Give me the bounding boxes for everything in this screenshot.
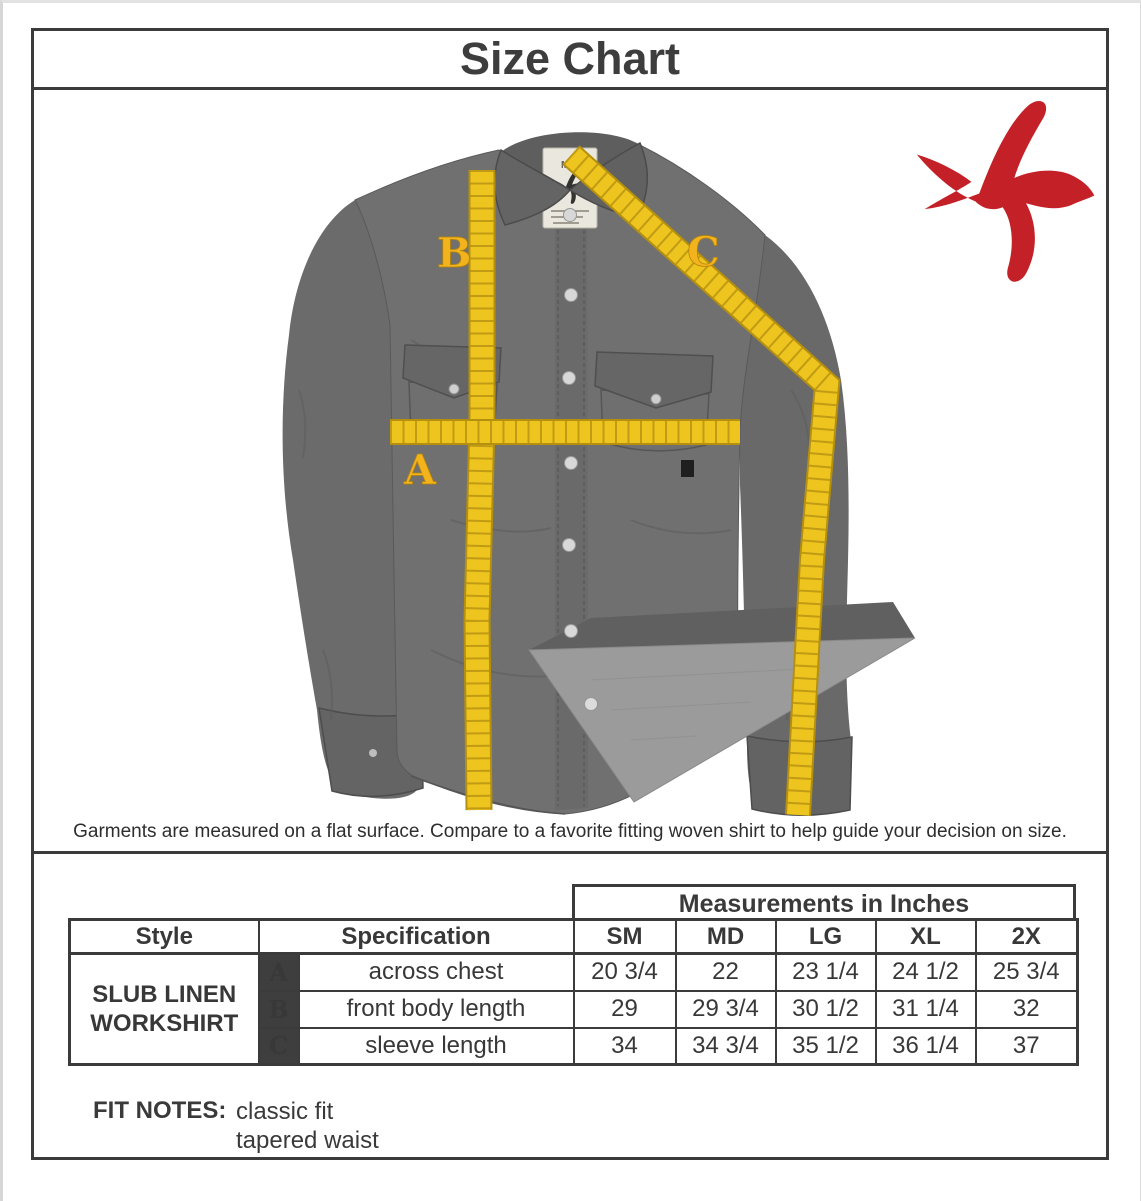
marker-c-label: C [687, 228, 720, 276]
value-c-xl: 36 1/4 [874, 1026, 977, 1066]
measuring-tape-c [562, 145, 841, 816]
measurements-header: Measurements in Inches [572, 884, 1076, 921]
measurement-note: Garments are measured on a flat surface.… [73, 821, 1067, 842]
value-a-sm: 20 3/4 [572, 952, 677, 992]
value-b-2x: 32 [974, 989, 1079, 1029]
section-separator [31, 851, 1109, 854]
spec-front-body-length: front body length [297, 989, 575, 1029]
fit-notes-list: classic fit tapered waist [236, 1097, 379, 1155]
shirt-illustration: M A B [282, 101, 1095, 816]
hem-stitching [410, 775, 566, 815]
title-bar: Size Chart [31, 33, 1109, 85]
value-a-xl: 24 1/2 [874, 952, 977, 992]
size-table-header-row: Style Specification SM MD LG XL 2X [68, 918, 1079, 955]
marker-b-badge: B [257, 990, 300, 1029]
value-c-sm: 34 [572, 1026, 677, 1066]
value-c-md: 34 3/4 [674, 1026, 777, 1066]
marker-b-label: B [437, 229, 472, 277]
measuring-tape-b [463, 170, 496, 811]
style-name-line1: SLUB LINEN [92, 980, 237, 1008]
value-b-md: 29 3/4 [674, 989, 777, 1029]
title-separator [31, 87, 1109, 90]
value-a-2x: 25 3/4 [974, 952, 1079, 992]
chart-frame [31, 28, 1109, 1160]
size-table: Style Specification SM MD LG XL 2X SLUB … [68, 918, 1079, 1066]
marker-c-badge: C [257, 1027, 300, 1066]
col-header-2x: 2X [974, 918, 1079, 955]
style-name-cell: SLUB LINEN WORKSHIRT [68, 952, 260, 1066]
value-a-lg: 23 1/4 [774, 952, 877, 992]
col-header-lg: LG [774, 918, 877, 955]
col-header-xl: XL [874, 918, 977, 955]
value-b-sm: 29 [572, 989, 677, 1029]
col-header-sm: SM [572, 918, 677, 955]
fit-note-item: tapered waist [236, 1127, 379, 1154]
left-sleeve [282, 200, 423, 799]
style-name-line2: WORKSHIRT [90, 1010, 239, 1037]
brand-tag [681, 460, 694, 477]
page-title: Size Chart [459, 33, 681, 84]
fit-notes-label: FIT NOTES: [93, 1097, 227, 1124]
spec-sleeve-length: sleeve length [297, 1026, 575, 1066]
value-c-2x: 37 [974, 1026, 1079, 1066]
spec-across-chest: across chest [297, 952, 575, 992]
col-header-style: Style [68, 918, 260, 955]
col-header-specification: Specification [257, 918, 575, 955]
value-a-md: 22 [674, 952, 777, 992]
table-row-front-body-length: B front body length 29 29 3/4 30 1/2 31 … [70, 989, 1079, 1029]
placket-buttons [562, 208, 578, 638]
marker-a-label: A [403, 446, 437, 494]
fit-note-item: classic fit [236, 1098, 334, 1125]
col-header-md: MD [674, 918, 777, 955]
value-b-xl: 31 1/4 [874, 989, 977, 1029]
table-row-across-chest: SLUB LINEN WORKSHIRT A across chest 20 3… [68, 952, 1079, 1066]
shirt-diagram: M A B [31, 90, 1109, 851]
value-c-lg: 35 1/2 [774, 1026, 877, 1066]
cuff-button [369, 749, 377, 757]
table-row-sleeve-length: C sleeve length 34 34 3/4 35 1/2 36 1/4 … [70, 1026, 1079, 1066]
value-b-lg: 30 1/2 [774, 989, 877, 1029]
swallow-logo-icon [916, 101, 1095, 282]
marker-a-badge: A [257, 952, 300, 992]
